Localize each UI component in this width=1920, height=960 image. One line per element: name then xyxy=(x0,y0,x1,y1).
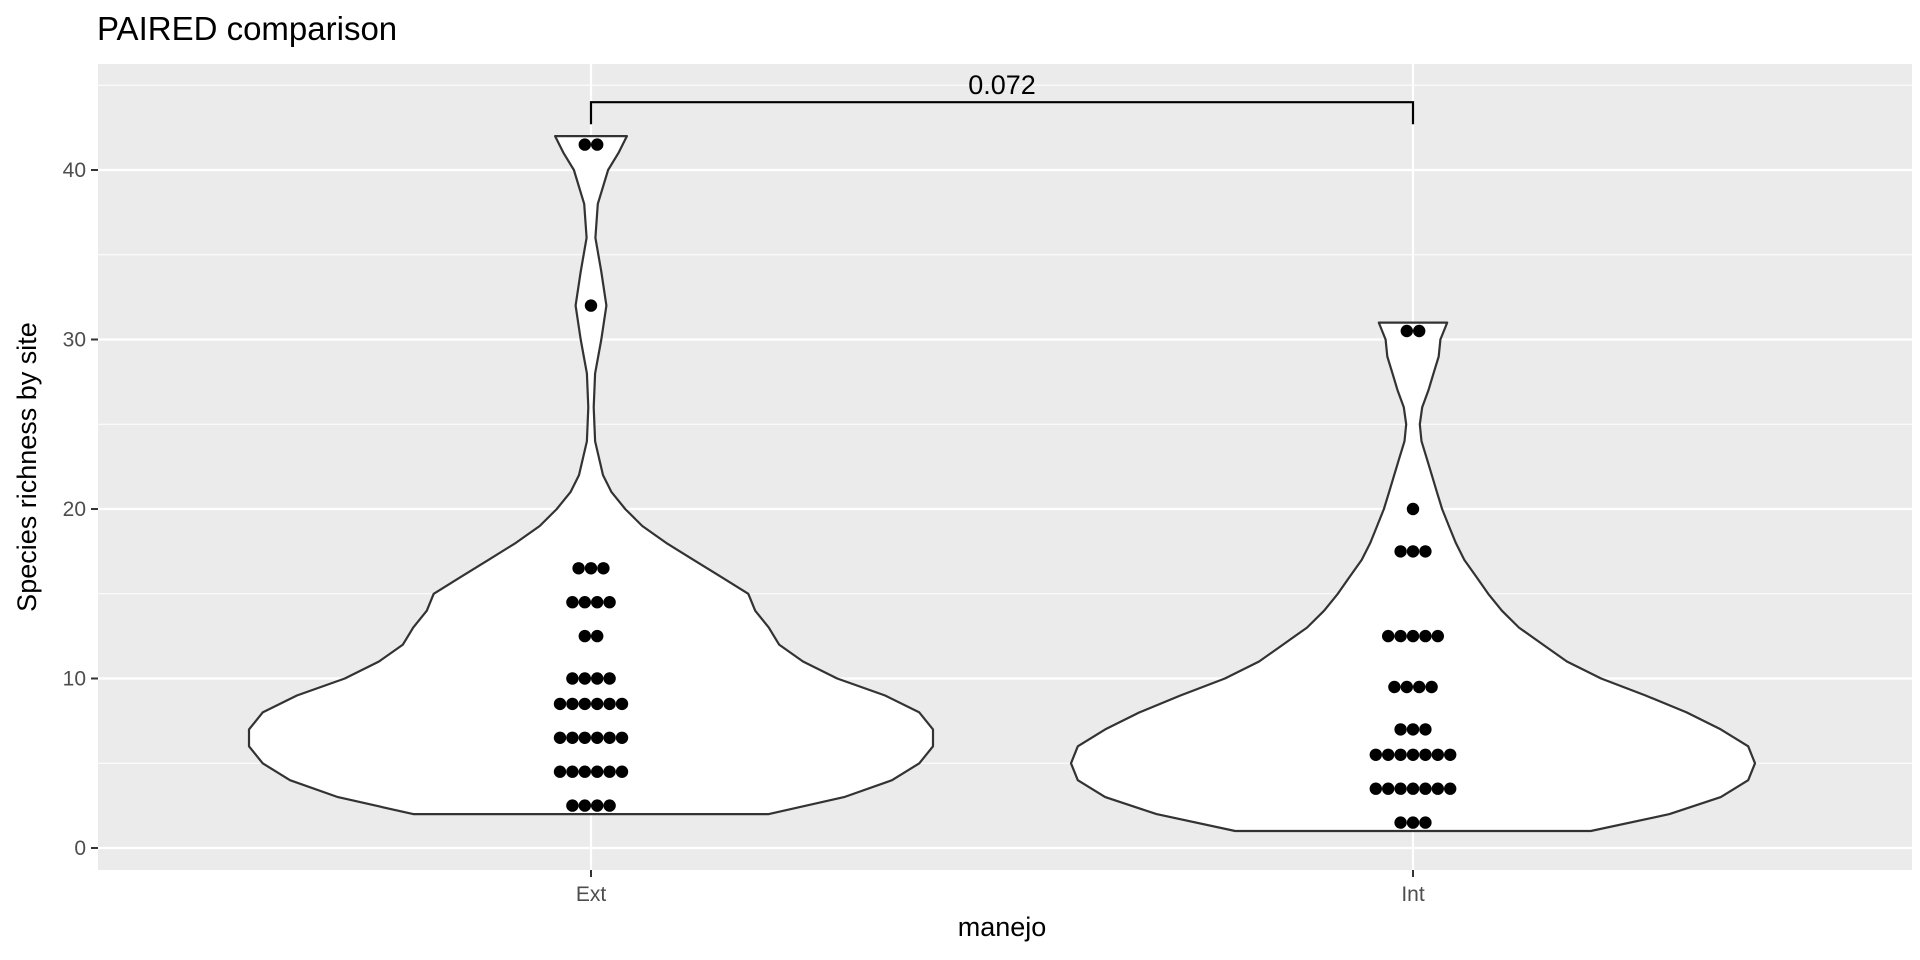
y-axis: 0 10 20 30 40 xyxy=(63,159,98,860)
violins xyxy=(247,135,1757,833)
y-axis-title: Species richness by site xyxy=(12,322,42,612)
data-point xyxy=(1394,782,1407,795)
data-point xyxy=(1431,782,1445,795)
data-point xyxy=(1394,629,1407,643)
data-point xyxy=(1413,324,1426,338)
data-point xyxy=(1419,748,1432,761)
data-point xyxy=(1369,748,1383,761)
violin-ext xyxy=(247,135,935,816)
data-point xyxy=(566,799,579,812)
violin-int xyxy=(1069,321,1757,833)
bracket-line xyxy=(589,101,1415,125)
data-point xyxy=(1382,782,1395,795)
data-point xyxy=(553,731,567,744)
data-point xyxy=(615,765,629,778)
data-point xyxy=(597,562,610,575)
data-point xyxy=(1425,680,1438,694)
data-point xyxy=(591,672,604,685)
data-point xyxy=(578,629,591,643)
data-point xyxy=(1388,680,1401,694)
data-point xyxy=(591,596,604,609)
data-point xyxy=(1394,748,1407,761)
data-point xyxy=(578,731,591,744)
data-point xyxy=(615,731,629,744)
data-point xyxy=(578,799,591,812)
data-point xyxy=(578,672,591,685)
data-point xyxy=(591,629,604,643)
data-point xyxy=(1400,680,1414,694)
data-point xyxy=(1369,782,1383,795)
y-tick-label: 20 xyxy=(63,498,86,521)
data-point xyxy=(1419,629,1432,643)
x-axis-title: manejo xyxy=(958,912,1047,942)
data-point xyxy=(1382,748,1395,761)
data-point xyxy=(1419,723,1432,736)
data-point xyxy=(1394,723,1407,736)
y-tick-label: 40 xyxy=(63,159,86,182)
y-tick-label: 0 xyxy=(74,837,86,860)
x-axis: Ext Int xyxy=(576,870,1425,906)
data-point xyxy=(578,697,591,711)
data-point xyxy=(603,672,616,685)
data-point xyxy=(603,731,616,744)
data-point xyxy=(1394,816,1407,829)
data-point xyxy=(1406,782,1420,795)
data-point xyxy=(584,562,598,575)
data-point xyxy=(1431,629,1445,643)
data-point xyxy=(1419,782,1432,795)
data-point xyxy=(578,765,591,778)
data-point xyxy=(603,765,616,778)
p-value-label: 0.072 xyxy=(968,70,1036,100)
chart-title: PAIRED comparison xyxy=(97,10,397,47)
data-point xyxy=(591,799,604,812)
data-point xyxy=(615,697,629,711)
data-point xyxy=(1419,545,1432,558)
data-point xyxy=(578,596,591,609)
data-point xyxy=(566,731,579,744)
x-tick-label: Int xyxy=(1401,883,1425,906)
y-tick-label: 30 xyxy=(63,329,86,352)
data-point xyxy=(572,562,585,575)
data-point xyxy=(566,672,579,685)
data-point xyxy=(578,138,591,151)
data-point xyxy=(591,697,604,711)
data-point xyxy=(566,697,579,711)
data-point xyxy=(1382,629,1395,643)
data-point xyxy=(1406,629,1420,643)
data-point xyxy=(1406,748,1420,761)
data-point xyxy=(603,697,616,711)
data-point xyxy=(566,765,579,778)
data-point xyxy=(1394,545,1407,558)
data-point xyxy=(584,299,598,312)
data-point xyxy=(603,596,616,609)
data-point xyxy=(1406,502,1420,516)
data-point xyxy=(1444,782,1457,795)
data-point xyxy=(603,799,616,812)
data-point xyxy=(1406,723,1420,736)
significance-annotation: 0.072 xyxy=(589,70,1415,125)
data-point xyxy=(1406,545,1420,558)
x-tick-label: Ext xyxy=(576,883,607,906)
y-tick-label: 10 xyxy=(63,668,86,691)
data-point xyxy=(591,765,604,778)
data-point xyxy=(1406,816,1420,829)
data-point xyxy=(1431,748,1445,761)
data-point xyxy=(591,138,604,151)
data-point xyxy=(553,765,567,778)
data-point xyxy=(1400,324,1414,338)
data-point xyxy=(566,596,579,609)
data-point xyxy=(1419,816,1432,829)
dot-points xyxy=(553,138,1457,829)
data-point xyxy=(591,731,604,744)
data-point xyxy=(1413,680,1426,694)
data-point xyxy=(1444,748,1457,761)
data-point xyxy=(553,697,567,711)
